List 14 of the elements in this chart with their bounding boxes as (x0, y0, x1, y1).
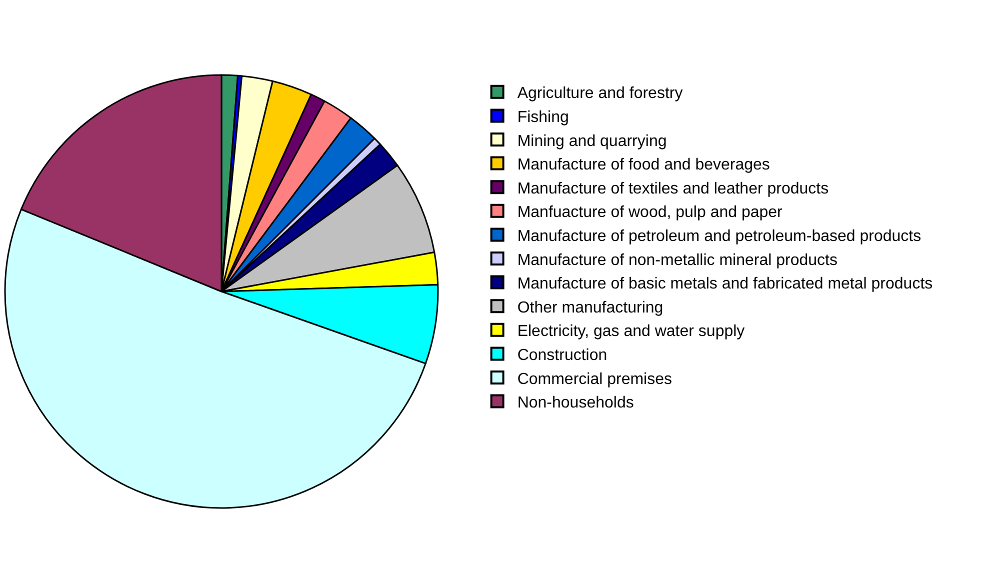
legend-label: Construction (517, 346, 608, 364)
legend-label: Manufacture of basic metals and fabricated metal products (517, 276, 933, 293)
legend-label: Manufacture of non-metallic mineral products (517, 252, 838, 269)
legend-label: Non-households (517, 394, 634, 412)
legend-label: Electricity, gas and water supply (517, 323, 745, 340)
legend-label: Manufacture of food and beverages (517, 156, 770, 174)
legend-label: Commercial premises (517, 370, 672, 388)
legend-label: Manufacture of petroleum and petroleum-based products (517, 228, 922, 245)
legend-label: Mining and quarrying (517, 132, 667, 150)
legend-label: Fishing (517, 108, 569, 126)
legend-label: Other manufacturing (517, 299, 664, 316)
legend-label: Manufacture of textiles and leather products (517, 180, 829, 198)
legend-label: Manfuacture of wood, pulp and paper (517, 204, 784, 222)
legend-label: Agriculture and forestry (517, 85, 683, 102)
